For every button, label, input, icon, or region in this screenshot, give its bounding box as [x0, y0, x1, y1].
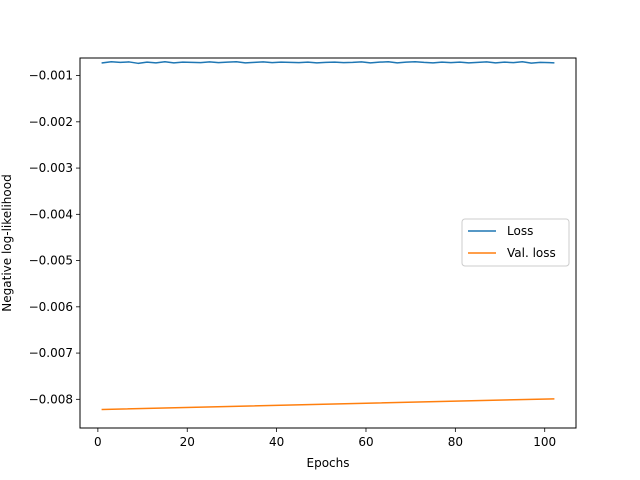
y-axis-label: Negative log-likelihood [0, 174, 14, 311]
x-axis-ticks: 0 20 40 60 80 100 [94, 428, 556, 449]
legend-label-val-loss: Val. loss [507, 246, 556, 260]
x-axis-label: Epochs [307, 456, 350, 470]
legend: Loss Val. loss [461, 218, 570, 267]
x-tick-label: 100 [533, 435, 556, 449]
series-layer [101, 60, 555, 411]
x-tick-label: 80 [448, 435, 463, 449]
x-tick-label: 20 [180, 435, 195, 449]
series-line-loss [101, 60, 555, 65]
legend-label-loss: Loss [507, 224, 533, 238]
axes-layer [79, 57, 577, 429]
axes-frame [79, 57, 577, 429]
y-tick-label: −0.002 [29, 115, 73, 129]
x-tick-label: 60 [358, 435, 373, 449]
x-tick-label: 0 [94, 435, 102, 449]
y-tick-label: −0.008 [29, 392, 73, 406]
series-line-val-loss [101, 398, 555, 411]
y-tick-label: −0.006 [29, 300, 73, 314]
y-tick-label: −0.001 [29, 69, 73, 83]
x-tick-label: 40 [269, 435, 284, 449]
y-tick-label: −0.004 [29, 207, 73, 221]
y-tick-label: −0.005 [29, 254, 73, 268]
y-axis-ticks: −0.001 −0.002 −0.003 −0.004 −0.005 −0.006 −0.0… [29, 69, 80, 406]
y-tick-label: −0.003 [29, 161, 73, 175]
y-tick-label: −0.007 [29, 346, 73, 360]
